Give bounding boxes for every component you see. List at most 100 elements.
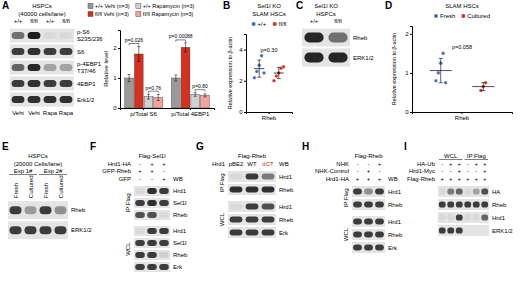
- lane-label: fl/fl: [30, 18, 38, 24]
- legend-label: fl/fl Rapamycin (n=3): [143, 11, 194, 17]
- error-bar: [184, 43, 187, 52]
- row-label: Sel1l: [173, 240, 186, 246]
- error-bar: [203, 94, 206, 97]
- blot-strip: [228, 214, 276, 225]
- row-label: Rheb: [173, 212, 188, 218]
- band: [364, 245, 373, 251]
- point: [275, 74, 279, 78]
- blot-strip: [302, 49, 350, 67]
- band: [40, 226, 52, 234]
- point: [272, 79, 276, 83]
- row-label: S6: [77, 49, 85, 55]
- blot: HSPCs(40000 cells/lane)+/+fl/fl+/+fl/flp…: [10, 3, 103, 116]
- band: [262, 217, 275, 223]
- row-label: Rheb: [173, 252, 188, 258]
- blot: Flag-RhebNHK--+NHK-Control-+-Hrd1-HA+++W…: [315, 153, 403, 253]
- bracket: [129, 44, 139, 46]
- band: [159, 228, 169, 234]
- band: [456, 202, 463, 208]
- blot-strip: [228, 201, 276, 212]
- blot: HSPCs(20000 Cells/lane)Exp 1#Exp 2#Fresh…: [8, 153, 92, 239]
- band: [481, 189, 488, 195]
- bar: [171, 78, 180, 108]
- condition-mark: -: [450, 168, 452, 174]
- band: [364, 219, 373, 225]
- point: [282, 65, 286, 69]
- condition-mark: dCT: [262, 161, 274, 167]
- condition-mark: -: [357, 168, 359, 174]
- condition-label: Flag-Rheb: [407, 176, 436, 182]
- blot-strip: [302, 29, 350, 47]
- blot-strip: [352, 229, 385, 240]
- band: [375, 189, 384, 195]
- blot-strip: [10, 29, 74, 43]
- tick-label: 2: [405, 31, 409, 37]
- band: [230, 217, 243, 223]
- tick-mark: [410, 73, 412, 74]
- condition-mark: +: [457, 176, 461, 182]
- figure: HSPCs(40000 cells/lane)+/+fl/fl+/+fl/flp…: [0, 0, 520, 303]
- group-label: Exp 1#: [14, 168, 33, 174]
- lane-label: Fresh: [43, 183, 49, 198]
- blot-strip: [438, 212, 489, 223]
- tick-mark: [410, 112, 412, 113]
- row-label: Hrd1: [279, 204, 293, 210]
- blot-strip: [352, 242, 385, 253]
- condition-mark: +: [356, 176, 360, 182]
- row-label: S235/236: [77, 36, 103, 42]
- error-bar: [194, 93, 197, 97]
- condition-mark: +: [162, 161, 166, 167]
- plot: [430, 52, 495, 93]
- group-rule: [39, 174, 67, 175]
- blot-title: Sel1l KO: [314, 3, 338, 9]
- group-label: WCL: [444, 153, 458, 159]
- blot-title: HSPCs: [28, 153, 48, 159]
- band: [10, 226, 22, 234]
- lane-footer: Rapa: [43, 110, 58, 116]
- lane-footer: Rapa: [59, 110, 74, 116]
- legend-swatch: [136, 4, 141, 9]
- blot: Flag-Sel1lHrd1-HA-++GFP-Rheb++-GFP--+WBI…: [102, 153, 188, 272]
- band: [28, 96, 41, 103]
- band: [262, 230, 275, 236]
- legend-marker: [252, 22, 256, 26]
- point: [253, 76, 257, 80]
- condition-label: Hrd1-Myc: [409, 168, 435, 174]
- condition-mark: -: [441, 161, 443, 167]
- y-axis: 012: [113, 31, 120, 112]
- band: [135, 212, 145, 218]
- condition-mark: +: [440, 176, 444, 182]
- row-label: Erk: [388, 245, 398, 251]
- chart-title: SLAM HSCs: [445, 3, 479, 9]
- tick-label: 0: [239, 109, 243, 115]
- band: [246, 217, 259, 223]
- condition-label: HA-Ub: [417, 161, 436, 167]
- band: [456, 228, 463, 234]
- lane-label: +/+: [310, 18, 319, 24]
- row-label: Rheb: [353, 35, 368, 41]
- tick-label: 0: [113, 105, 117, 111]
- tick: 0: [113, 105, 120, 111]
- tick-label: Rheb: [455, 115, 470, 121]
- condition-mark: +: [378, 161, 382, 167]
- wb-label: WB: [388, 176, 398, 182]
- band: [60, 64, 73, 71]
- blot-strip: [438, 186, 489, 197]
- band: [447, 228, 454, 234]
- tick-mark: [244, 112, 246, 113]
- tick-mark: [269, 112, 270, 114]
- p-value: p=0.76: [146, 85, 162, 91]
- condition-mark: +: [449, 161, 453, 167]
- condition-mark: +: [150, 168, 154, 174]
- condition-mark: +: [474, 161, 478, 167]
- bar: [181, 47, 190, 108]
- row-label: Erk1/2: [77, 97, 95, 103]
- blot-strip: [352, 199, 385, 210]
- row-label: ERK1/2: [353, 55, 374, 61]
- y-axis-title: Relative expression to β-actin: [391, 33, 397, 105]
- band: [135, 252, 145, 258]
- row-label: 4EBP1: [77, 81, 96, 87]
- condition-label: NHK: [336, 161, 349, 167]
- tick-mark: [190, 108, 191, 110]
- band: [147, 240, 157, 246]
